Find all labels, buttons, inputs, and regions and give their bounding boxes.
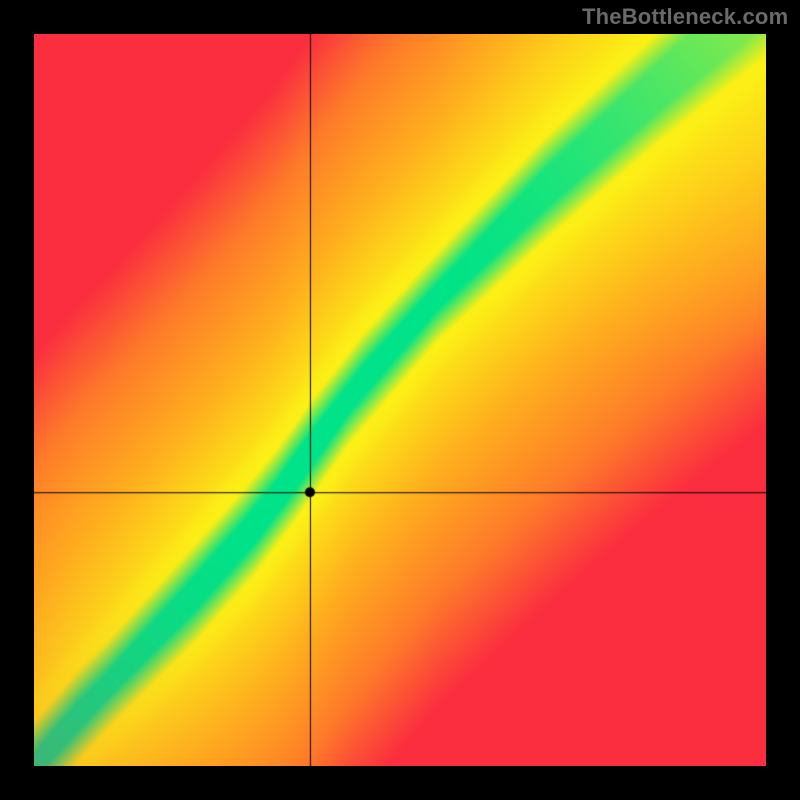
bottleneck-heatmap: [34, 34, 766, 766]
chart-container: TheBottleneck.com: [0, 0, 800, 800]
watermark-text: TheBottleneck.com: [582, 4, 788, 30]
